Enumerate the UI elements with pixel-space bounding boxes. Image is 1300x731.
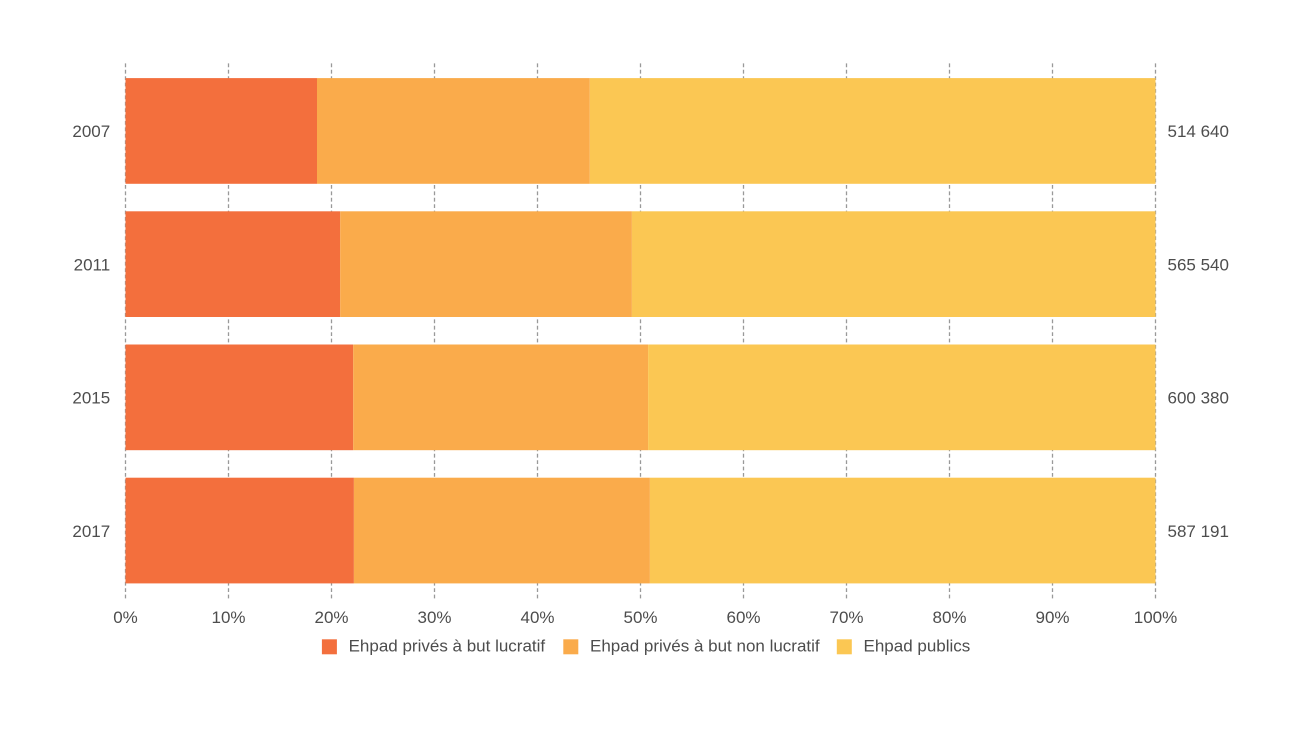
svg-text:2007: 2007 xyxy=(72,122,110,141)
svg-text:90%: 90% xyxy=(1035,608,1069,627)
svg-text:0%: 0% xyxy=(113,608,138,627)
svg-text:2017: 2017 xyxy=(72,522,110,541)
svg-text:565 540: 565 540 xyxy=(1168,255,1229,274)
svg-text:587 191: 587 191 xyxy=(1168,522,1229,541)
svg-text:Ehpad privés à but non lucrati: Ehpad privés à but non lucratif xyxy=(590,637,820,656)
svg-text:30%: 30% xyxy=(417,608,451,627)
svg-text:20%: 20% xyxy=(314,608,348,627)
svg-text:514 640: 514 640 xyxy=(1168,122,1229,141)
svg-text:10%: 10% xyxy=(211,608,245,627)
svg-text:60%: 60% xyxy=(726,608,760,627)
svg-text:70%: 70% xyxy=(829,608,863,627)
svg-text:80%: 80% xyxy=(932,608,966,627)
svg-text:40%: 40% xyxy=(520,608,554,627)
svg-text:Ehpad publics: Ehpad publics xyxy=(864,637,971,656)
svg-text:2011: 2011 xyxy=(74,255,111,274)
svg-text:100%: 100% xyxy=(1134,608,1177,627)
svg-text:600 380: 600 380 xyxy=(1168,389,1229,408)
svg-text:2015: 2015 xyxy=(72,389,110,408)
svg-text:50%: 50% xyxy=(623,608,657,627)
svg-text:Ehpad privés à but lucratif: Ehpad privés à but lucratif xyxy=(349,637,546,656)
